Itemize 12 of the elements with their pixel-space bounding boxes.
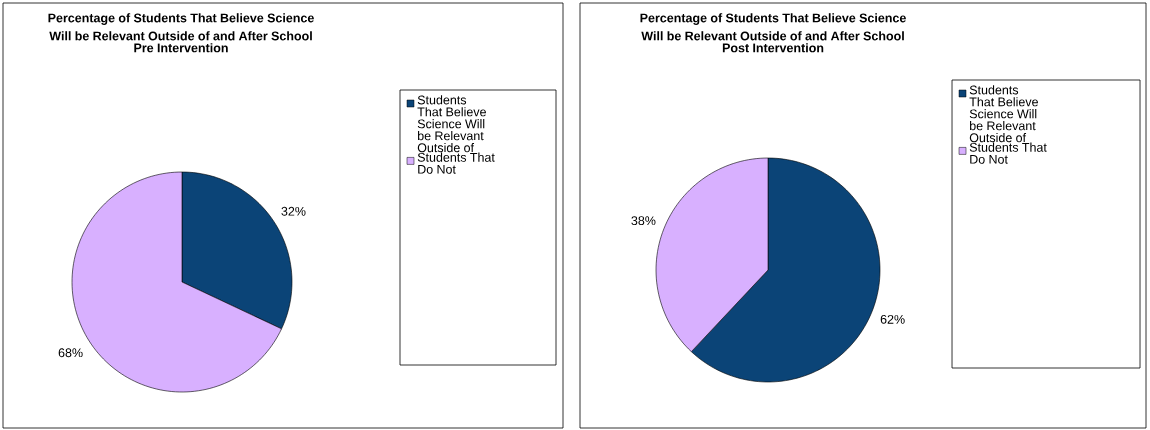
data-label: 32%	[281, 206, 306, 216]
legend-label: Students That Do Not	[417, 152, 495, 174]
chart-title: Percentage of Students That Believe Science Will be Relevant Outside of and After School	[640, 13, 906, 41]
chart-subtitle: Post Intervention	[722, 43, 824, 53]
legend-label: Students That Believe Science Will be Relevant Outside of	[969, 85, 1038, 143]
chart-title: Percentage of Students That Believe Science Will be Relevant Outside of and After School	[48, 13, 314, 41]
legend-label: Students That Believe Science Will be Relevant Outside of	[417, 95, 486, 153]
data-label: 68%	[58, 348, 83, 358]
data-label: 62%	[880, 314, 905, 324]
chart-subtitle: Pre Intervention	[134, 43, 228, 53]
data-label: 38%	[631, 216, 656, 226]
legend-label: Students That Do Not	[969, 142, 1047, 164]
